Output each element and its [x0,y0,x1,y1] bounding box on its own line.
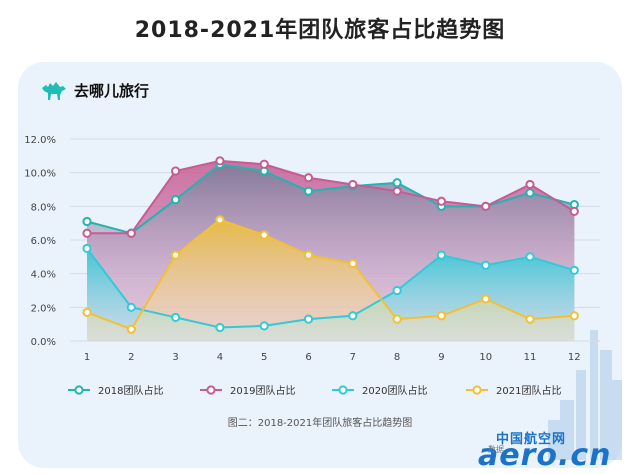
data-point [82,216,92,227]
data-point [82,228,92,238]
skyline-building [590,330,598,460]
data-point [481,201,491,211]
watermark-cn: 中国航空网 [496,432,567,447]
data-point [303,250,314,260]
x-tick-label: 9 [438,352,444,363]
data-point [348,179,358,190]
x-tick-label: 3 [172,352,178,363]
legend-label: 2019团队占比 [230,384,295,397]
chart-caption: 图二：2018-2021年团队旅客占比趋势图 [227,418,413,429]
y-tick-label: 8.0% [31,202,56,213]
data-point [126,228,136,238]
series-line-2019团队占比 [87,159,575,235]
legend-marker [206,385,216,395]
y-tick-label: 6.0% [31,236,56,247]
x-tick-label: 12 [568,352,581,363]
x-tick-label: 1 [84,352,90,363]
x-tick-label: 5 [261,352,267,363]
skyline-building [548,420,560,460]
data-point [436,196,446,206]
data-point [348,311,358,321]
city-skyline-decoration [548,330,622,460]
skyline-building [600,350,612,460]
data-point [569,206,579,216]
watermark-small: 数据 [488,445,504,454]
x-tick-label: 4 [217,352,223,363]
watermark-en: aero.cn [478,438,612,473]
data-point [171,166,181,176]
data-point [126,324,136,334]
y-tick-label: 12.0% [24,135,56,146]
data-point [82,243,92,254]
skyline-building [560,400,574,460]
camel-icon [42,82,66,100]
x-tick-label: 11 [524,352,537,363]
data-point [259,321,269,331]
y-tick-label: 4.0% [31,270,56,281]
data-point [525,314,535,324]
data-point [303,314,314,324]
legend-label: 2020团队占比 [362,384,427,397]
data-point [82,307,92,317]
data-point [436,250,446,260]
data-point [392,285,402,296]
data-point [525,188,535,198]
legend-label: 2021团队占比 [496,384,561,397]
legend-marker [338,385,348,395]
area-2021团队占比 [87,219,575,341]
series-line-2021团队占比 [86,218,575,331]
data-point [569,311,579,321]
data-point [392,314,402,324]
series-line-2018团队占比 [86,163,575,235]
skyline-building [576,370,586,460]
skyline-building [612,380,622,460]
legend-marker [74,385,84,395]
y-tick-label: 0.0% [31,337,56,348]
legend-marker [472,385,482,395]
data-point [259,159,269,169]
data-point [481,260,491,270]
x-tick-label: 6 [305,352,311,363]
brand-logo: 去哪儿旅行 [40,76,149,104]
data-point [436,311,446,321]
brand-name: 去哪儿旅行 [74,81,150,100]
chart-title: 2018-2021年团队旅客占比趋势图 [134,18,506,43]
data-point [171,195,181,205]
data-point [215,156,225,166]
legend-label: 2018团队占比 [98,384,163,397]
x-tick-label: 2 [128,352,134,363]
data-point [259,230,269,240]
x-tick-label: 10 [479,352,492,363]
x-tick-label: 8 [394,352,400,363]
y-tick-label: 2.0% [31,303,56,314]
data-point [481,294,491,304]
data-point [215,215,225,225]
y-tick-label: 10.0% [24,169,56,180]
data-point [392,186,402,196]
data-point [215,322,225,333]
data-point [171,250,181,260]
x-tick-label: 7 [350,352,356,363]
data-point [525,179,535,190]
data-point [569,265,579,275]
data-point [525,252,535,262]
data-point [348,258,358,269]
data-point [171,312,181,323]
data-point [303,173,314,183]
series-line-2020团队占比 [86,247,575,329]
data-point [303,186,314,196]
data-point [392,178,402,188]
data-point [126,302,136,312]
